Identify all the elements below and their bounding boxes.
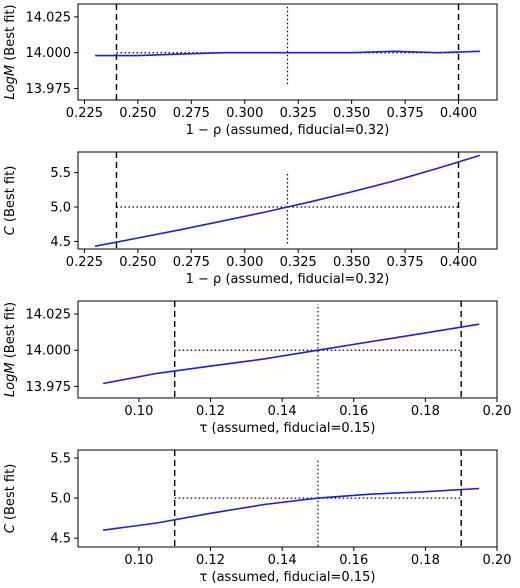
x-tick-label: 0.400 [440,255,477,270]
x-tick-label: 0.14 [268,553,297,568]
x-tick-label: 0.225 [66,255,103,270]
x-tick-label: 0.350 [333,106,370,121]
y-tick-label: 4.5 [50,532,71,547]
x-tick-label: 0.375 [386,106,423,121]
x-tick-label: 0.20 [483,404,512,419]
x-tick-label: 0.10 [124,404,153,419]
x-tick-label: 0.275 [173,255,210,270]
x-axis-label: τ (assumed, fiducial=0.15) [200,570,376,585]
x-tick-label: 0.12 [196,404,225,419]
x-axis-label: 1 − ρ (assumed, fiducial=0.32) [186,272,390,287]
best-fit-line [102,487,480,531]
y-tick-label: 5.5 [50,166,71,181]
x-tick-label: 0.14 [268,404,297,419]
panel-4: 0.10 0.12 0.14 0.16 0.18 0.20 4.5 5.0 5.5 τ (assu… [3,449,512,585]
best-fit-line [95,50,480,57]
y-axis-label: C (Best fit) [3,166,18,236]
y-tick-label: 13.975 [26,82,72,97]
x-tick-label: 0.16 [339,404,368,419]
x-tick-label: 0.12 [196,553,225,568]
x-tick-label: 0.20 [483,553,512,568]
panel-1: 0.225 0.250 0.275 0.300 0.325 0.350 0.375 0.400… [3,3,498,138]
y-axis-label: C (Best fit) [3,464,18,534]
x-tick-label: 0.325 [280,106,317,121]
x-tick-label: 0.18 [411,553,440,568]
x-tick-label: 0.400 [440,106,477,121]
y-tick-label: 14.025 [26,308,72,323]
x-tick-label: 0.18 [411,404,440,419]
x-tick-label: 0.10 [124,553,153,568]
x-tick-label: 0.275 [173,106,210,121]
best-fit-line [94,154,481,247]
x-tick-label: 0.225 [66,106,103,121]
panel-2: 0.225 0.250 0.275 0.300 0.325 0.350 0.375 0.400… [3,151,498,287]
y-tick-label: 14.000 [26,344,72,359]
axes-frame [77,151,498,250]
y-axis-label: LogM (Best fit) [3,4,18,99]
x-tick-label: 0.325 [280,255,317,270]
x-tick-label: 0.375 [386,255,423,270]
axes-frame [77,300,498,399]
best-fit-line [102,323,480,385]
y-tick-label: 5.5 [50,452,71,467]
x-tick-label: 0.300 [226,106,263,121]
x-tick-label: 0.16 [339,553,368,568]
y-tick-label: 14.000 [26,46,72,61]
x-tick-label: 0.250 [119,106,156,121]
x-axis-label: 1 − ρ (assumed, fiducial=0.32) [186,123,390,138]
y-axis-label: LogM (Best fit) [3,302,18,397]
axes-frame [77,3,498,101]
x-tick-label: 0.300 [226,255,263,270]
panel-3: 0.10 0.12 0.14 0.16 0.18 0.20 13.975 14.000 14.0… [3,300,512,436]
y-tick-label: 13.975 [26,380,72,395]
y-tick-label: 5.0 [50,492,71,507]
x-tick-label: 0.350 [333,255,370,270]
y-tick-label: 5.0 [50,201,71,216]
y-tick-label: 14.025 [26,10,72,25]
y-tick-label: 4.5 [50,235,71,250]
x-axis-label: τ (assumed, fiducial=0.15) [200,421,376,436]
x-tick-label: 0.250 [119,255,156,270]
